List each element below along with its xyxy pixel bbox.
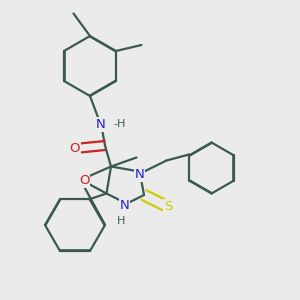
Text: S: S [164, 200, 172, 214]
Text: -H: -H [113, 119, 125, 129]
Text: O: O [79, 173, 89, 187]
Text: N: N [96, 118, 105, 131]
Text: O: O [70, 142, 80, 155]
Text: H: H [117, 216, 126, 226]
Text: N: N [135, 167, 144, 181]
Text: N: N [120, 199, 129, 212]
